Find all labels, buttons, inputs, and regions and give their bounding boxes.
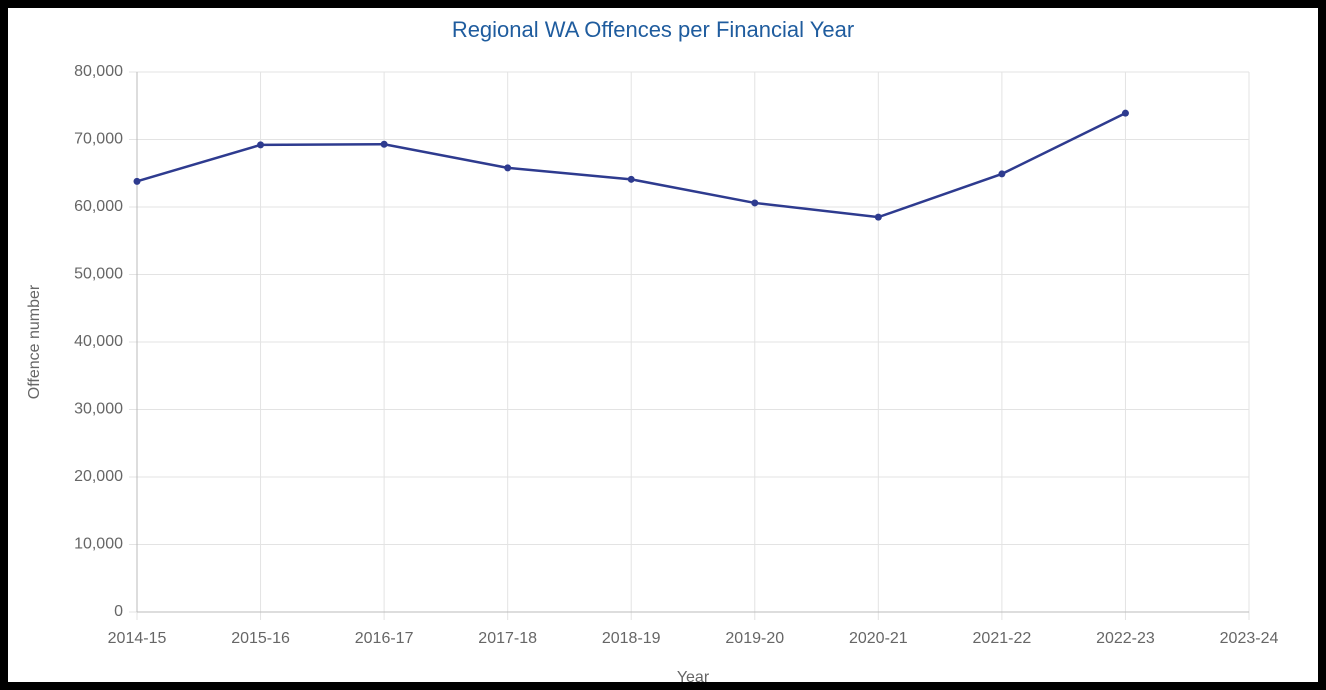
x-tick-label: 2018-19 — [602, 630, 661, 647]
x-tick-label: 2023-24 — [1220, 630, 1279, 647]
y-tick-label: 60,000 — [74, 198, 123, 215]
x-tick-label: 2016-17 — [355, 630, 414, 647]
data-point — [874, 213, 882, 221]
data-point — [751, 199, 759, 207]
y-tick-label: 40,000 — [74, 333, 123, 350]
data-point — [257, 141, 265, 149]
x-tick-label: 2020-21 — [849, 630, 908, 647]
data-point — [504, 164, 512, 172]
x-tick-label: 2015-16 — [231, 630, 290, 647]
x-axis-title: Year — [677, 669, 710, 686]
y-tick-label: 30,000 — [74, 401, 123, 418]
data-point — [133, 177, 141, 185]
x-tick-label: 2022-23 — [1096, 630, 1155, 647]
y-tick-label: 20,000 — [74, 468, 123, 485]
y-tick-label: 80,000 — [74, 63, 123, 80]
data-point — [627, 175, 635, 183]
y-tick-label: 0 — [114, 603, 123, 620]
y-tick-label: 10,000 — [74, 536, 123, 553]
data-point — [1121, 109, 1129, 117]
chart-title: Regional WA Offences per Financial Year — [452, 17, 854, 42]
x-tick-label: 2014-15 — [108, 630, 167, 647]
x-tick-label: 2021-22 — [973, 630, 1032, 647]
data-point — [380, 140, 388, 148]
data-point — [998, 170, 1006, 178]
x-tick-label: 2017-18 — [478, 630, 537, 647]
y-tick-label: 50,000 — [74, 266, 123, 283]
y-tick-label: 70,000 — [74, 131, 123, 148]
y-axis-title: Offence number — [26, 284, 43, 399]
x-tick-label: 2019-20 — [725, 630, 784, 647]
